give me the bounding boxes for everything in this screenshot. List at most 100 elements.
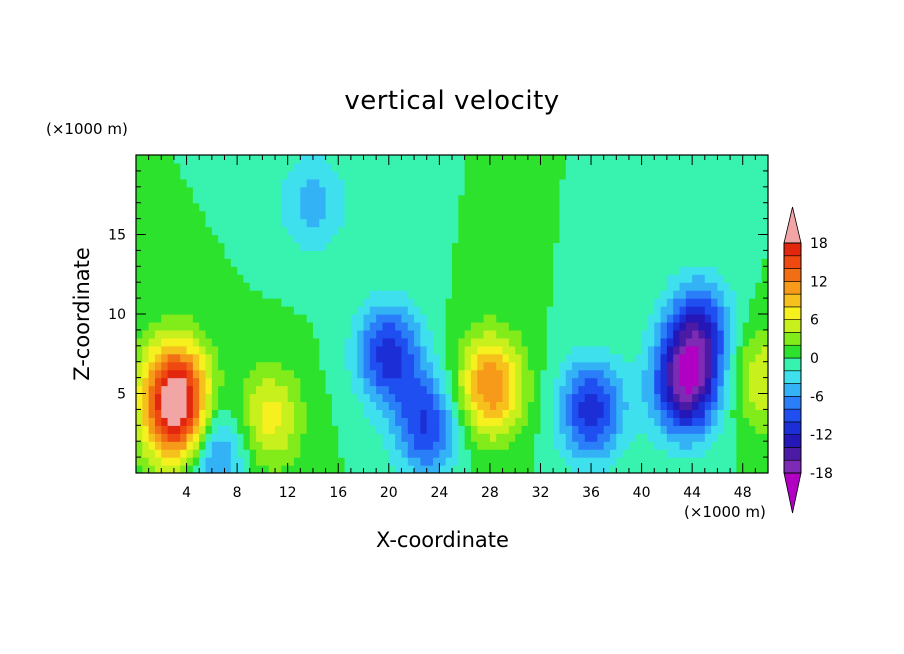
- field-cell: [698, 194, 706, 204]
- field-cell: [749, 337, 756, 347]
- field-cell: [173, 226, 181, 236]
- field-cell: [407, 337, 415, 347]
- field-cell: [578, 250, 586, 259]
- field-cell: [199, 290, 207, 299]
- field-cell: [369, 186, 377, 196]
- field-cell: [344, 321, 352, 331]
- field-cell: [363, 155, 371, 164]
- field-cell: [458, 433, 466, 442]
- field-cell: [331, 417, 339, 426]
- field-cell: [496, 361, 504, 371]
- field-cell: [578, 266, 586, 275]
- field-cell: [224, 385, 232, 395]
- field-cell: [660, 321, 668, 331]
- field-cell: [742, 194, 750, 204]
- field-cell: [521, 234, 529, 244]
- field-cell: [698, 337, 706, 347]
- field-cell: [755, 465, 763, 473]
- field-cell: [445, 170, 453, 180]
- field-cell: [376, 393, 384, 403]
- field-cell: [420, 337, 428, 347]
- field-cell: [666, 393, 674, 403]
- field-cell: [249, 441, 257, 450]
- field-cell: [603, 433, 611, 442]
- field-cell: [723, 321, 731, 331]
- field-cell: [755, 385, 763, 395]
- field-cell: [161, 465, 169, 473]
- field-cell: [508, 449, 516, 458]
- field-cell: [761, 385, 768, 395]
- field-cell: [761, 321, 768, 331]
- field-cell: [407, 441, 415, 450]
- field-cell: [628, 274, 636, 283]
- field-cell: [458, 234, 466, 244]
- field-cell: [369, 306, 377, 315]
- field-cell: [445, 465, 453, 473]
- field-cell: [268, 345, 276, 355]
- field-cell: [142, 449, 150, 458]
- field-cell: [660, 329, 668, 339]
- field-cell: [350, 258, 358, 267]
- field-cell: [521, 409, 529, 418]
- field-cell: [742, 337, 750, 347]
- field-cell: [420, 457, 428, 466]
- field-cell: [401, 282, 409, 291]
- field-cell: [673, 393, 681, 403]
- field-cell: [401, 210, 409, 220]
- field-cell: [445, 457, 453, 466]
- field-cell: [534, 155, 542, 164]
- field-cell: [527, 162, 535, 172]
- field-cell: [622, 170, 630, 180]
- field-cell: [142, 210, 150, 220]
- field-cell: [331, 170, 339, 180]
- field-cell: [660, 306, 668, 315]
- field-cell: [306, 210, 314, 220]
- field-cell: [325, 178, 333, 188]
- field-cell: [357, 210, 365, 220]
- field-cell: [357, 417, 365, 426]
- field-cell: [704, 226, 712, 236]
- field-cell: [458, 361, 466, 371]
- field-cell: [730, 210, 737, 220]
- field-cell: [616, 194, 624, 204]
- field-cell: [723, 393, 731, 403]
- field-cell: [508, 353, 516, 363]
- field-cell: [154, 361, 162, 371]
- field-cell: [136, 266, 143, 275]
- field-cell: [666, 258, 674, 267]
- field-cell: [287, 385, 295, 395]
- field-cell: [262, 218, 270, 228]
- field-cell: [452, 321, 459, 331]
- field-cell: [445, 306, 453, 315]
- field-cell: [641, 274, 649, 283]
- field-cell: [211, 282, 219, 291]
- field-cell: [395, 186, 403, 196]
- field-cell: [224, 226, 232, 236]
- field-cell: [142, 258, 150, 267]
- field-cell: [407, 298, 415, 307]
- field-cell: [382, 266, 390, 275]
- field-cell: [363, 250, 371, 259]
- field-cell: [306, 377, 314, 387]
- field-cell: [230, 441, 238, 450]
- field-cell: [489, 162, 497, 172]
- field-cell: [211, 234, 219, 244]
- field-cell: [420, 425, 428, 434]
- field-cell: [199, 226, 207, 236]
- field-cell: [572, 441, 579, 450]
- field-cell: [142, 409, 150, 418]
- field-cell: [445, 178, 453, 188]
- field-cell: [224, 162, 232, 172]
- field-cell: [654, 306, 662, 315]
- field-cell: [294, 409, 301, 418]
- field-cell: [647, 409, 655, 418]
- field-cell: [470, 417, 478, 426]
- field-cell: [275, 433, 282, 442]
- field-cell: [369, 298, 377, 307]
- field-cell: [325, 218, 333, 228]
- field-cell: [647, 457, 655, 466]
- field-cell: [173, 210, 181, 220]
- field-cell: [597, 282, 605, 291]
- field-cell: [243, 385, 251, 395]
- field-cell: [414, 361, 421, 371]
